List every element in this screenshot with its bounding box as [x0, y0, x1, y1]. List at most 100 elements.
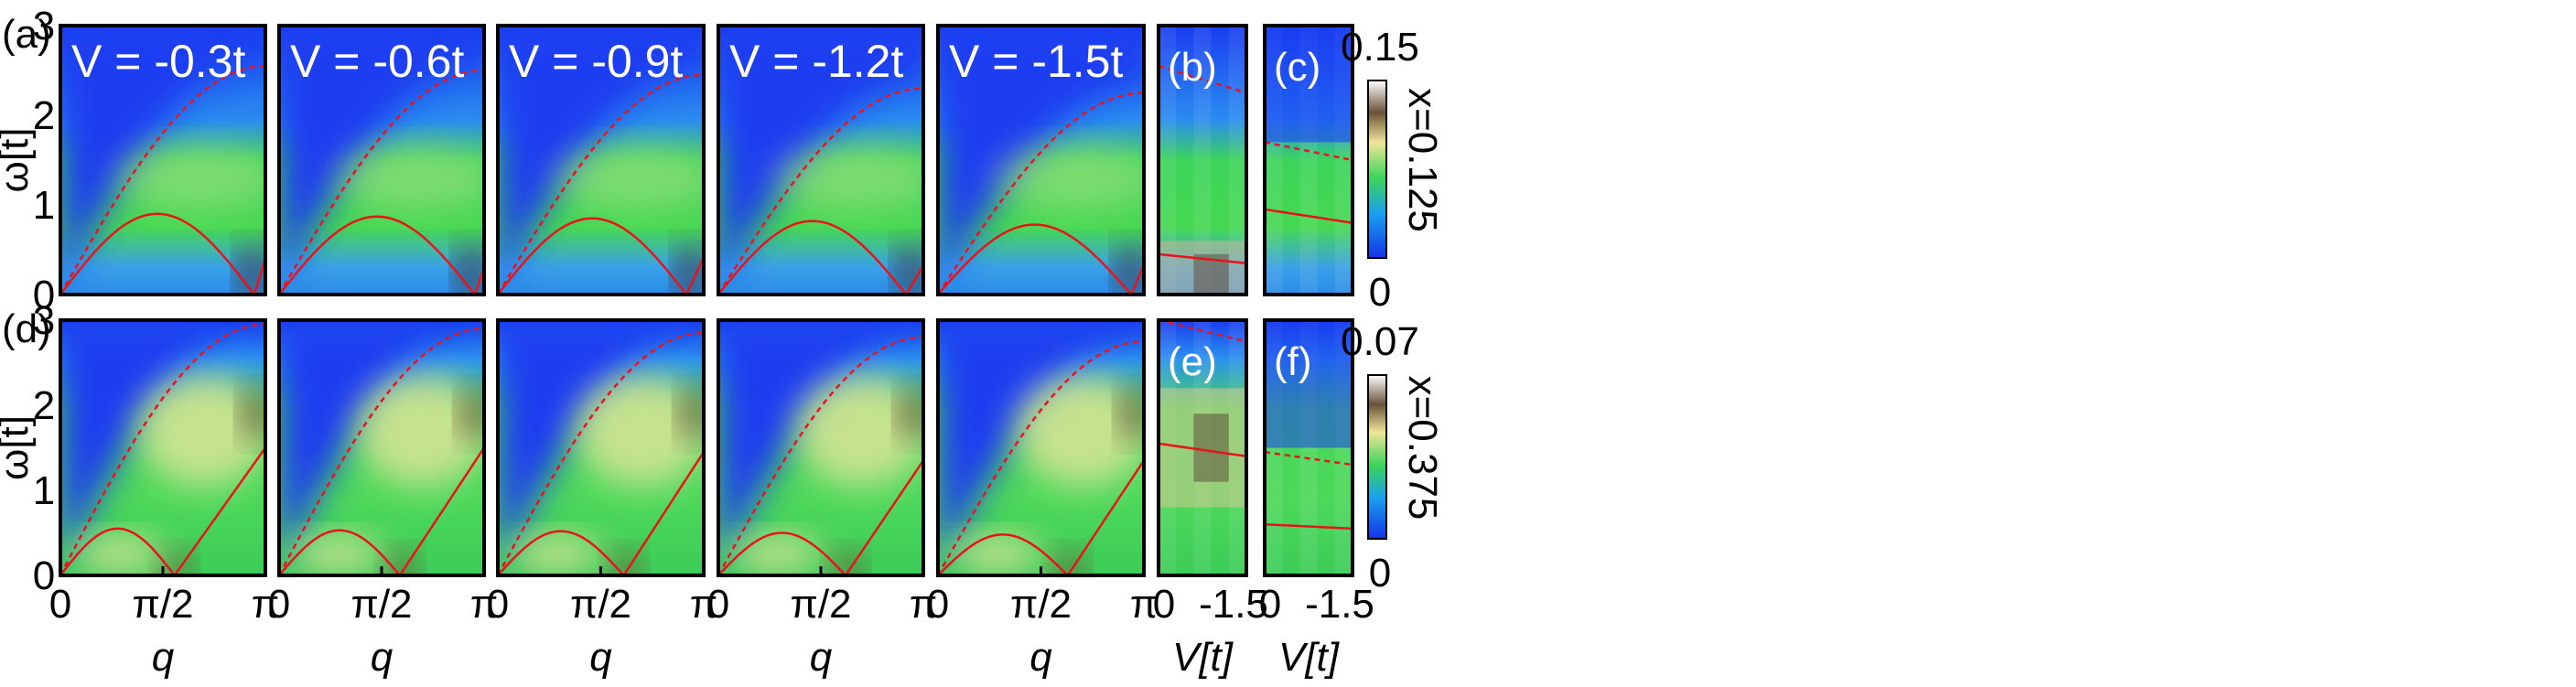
side-solid-curve [1265, 208, 1353, 224]
side-solid-curve [1159, 442, 1246, 458]
v-label: V = -1.5t [949, 36, 1123, 87]
side-panel-frame [1157, 318, 1248, 577]
x-tick-label: 0 [268, 582, 290, 627]
side-panel-frame [1263, 318, 1354, 577]
side-dashed-curve [1159, 320, 1246, 343]
solid-dispersion-curve [279, 446, 484, 575]
labels: (a) 0 1 2 3 ω[t] V = -0.3t V = -0.6t V = -0.9t V … [0, 4, 1445, 680]
side-panel-tag: (e) [1168, 339, 1217, 384]
side-panel-tag: (b) [1168, 45, 1217, 90]
x-axis-title: q [371, 635, 393, 680]
spectral-weight-peak [829, 551, 862, 575]
spectral-weight-blob [796, 374, 923, 488]
spectral-weight-blob [138, 374, 265, 488]
y-tick-label: 1 [33, 468, 55, 513]
heatmap-panel [60, 26, 265, 295]
x-axis-title: q [152, 635, 175, 680]
colorbar-max-label: 0.15 [1341, 25, 1419, 70]
y-axis-title: ω[t] [0, 127, 37, 192]
v-column [1228, 26, 1246, 295]
spectral-weight-blob [115, 145, 265, 210]
y-tick-label: 2 [33, 93, 55, 138]
continuum-boundary-shade [279, 320, 484, 566]
spectral-weight-blob [511, 533, 602, 575]
colorbar-min-label: 0 [1369, 270, 1391, 315]
x-tick-label: π/2 [132, 582, 193, 627]
dashed-boundary-curve [938, 91, 1144, 295]
x-tick-label: 0 [49, 582, 71, 627]
spectral-weight-peak [157, 551, 191, 575]
side-panel-frame [1263, 24, 1354, 296]
panel-frames [59, 24, 1387, 577]
spectral-weight-blob [334, 145, 484, 210]
heatmaps [60, 26, 1353, 575]
x-axis-title: q [589, 635, 612, 680]
continuum-boundary-shade [279, 26, 484, 285]
x-tick-label: π/2 [570, 582, 631, 627]
continuum-boundary-shade [498, 320, 704, 566]
v-label: V = -1.2t [729, 36, 903, 87]
y-tick-label: 0 [33, 273, 55, 317]
x-tick-label: π [690, 582, 717, 627]
spectral-weight-peak [900, 388, 923, 440]
solid-dispersion-curve [60, 446, 265, 575]
panel-frame [717, 24, 925, 296]
y-tick-label: 0 [33, 553, 55, 598]
x-axis-title: q [1029, 635, 1052, 680]
spectral-weight-peak [680, 388, 704, 440]
dashed-boundary-curve [60, 64, 265, 295]
continuum-boundary-shade [498, 26, 704, 285]
solid-dispersion-curve [938, 223, 1144, 295]
solid-dispersion-curve [279, 215, 484, 295]
colorbar-title: x=0.375 [1400, 376, 1445, 521]
v-label: V = -0.6t [290, 36, 464, 87]
x-tick-label: 0 [1259, 582, 1281, 627]
dashed-boundary-curve [718, 87, 923, 295]
colorbar-max-label: 0.07 [1341, 319, 1419, 364]
panel-frame [59, 24, 267, 296]
x-tick-label: 0 [1153, 582, 1175, 627]
heatmap-panel [498, 320, 704, 575]
dashed-boundary-curve [498, 331, 704, 575]
dashed-boundary-curve [279, 327, 484, 575]
colorbar-title: x=0.125 [1400, 88, 1445, 232]
x-tick-label: π/2 [790, 582, 851, 627]
v-column [1193, 26, 1212, 295]
y-tick-label: 2 [33, 383, 55, 428]
x-tick-label: π [1130, 582, 1158, 627]
panel-frame [936, 24, 1146, 296]
heatmap-panel [938, 320, 1144, 575]
heatmap-panel [60, 320, 265, 575]
spectral-weight-peak [460, 388, 484, 440]
side-dashed-curve [1159, 64, 1246, 94]
spectral-weight-peak [896, 245, 923, 295]
colorbar-min-label: 0 [1369, 551, 1391, 596]
dashed-boundary-curve [60, 323, 265, 575]
heatmap-panel [498, 26, 704, 295]
side-dashed-curve [1265, 141, 1353, 162]
spectral-weight-blob [553, 145, 704, 210]
v-label: V = -0.3t [71, 36, 245, 87]
spectral-weight-peak [242, 388, 265, 440]
solid-dispersion-curve [718, 459, 923, 575]
panel-frame [496, 24, 706, 296]
heatmap-panel [279, 320, 484, 575]
continuum-boundary-shade [60, 26, 265, 285]
heatmap-panel [718, 320, 923, 575]
side-blue-region [1265, 320, 1353, 448]
side-solid-curve [1265, 522, 1353, 531]
x-axis-title: V[t] [1278, 635, 1341, 680]
x-axis-title: q [810, 635, 833, 680]
x-tick-label: π [470, 582, 498, 627]
side-blue-region [1265, 26, 1353, 143]
heatmap-panel [718, 26, 923, 295]
x-tick-label: -1.5 [1305, 582, 1374, 627]
x-tick-label: π [910, 582, 937, 627]
dashed-boundary-curve [718, 336, 923, 575]
colorbar [1367, 80, 1387, 259]
row-tag: (a) [2, 12, 51, 57]
x-tick-label: π/2 [1010, 582, 1072, 627]
x-tick-label: π [252, 582, 279, 627]
solid-dispersion-curve [498, 217, 704, 295]
